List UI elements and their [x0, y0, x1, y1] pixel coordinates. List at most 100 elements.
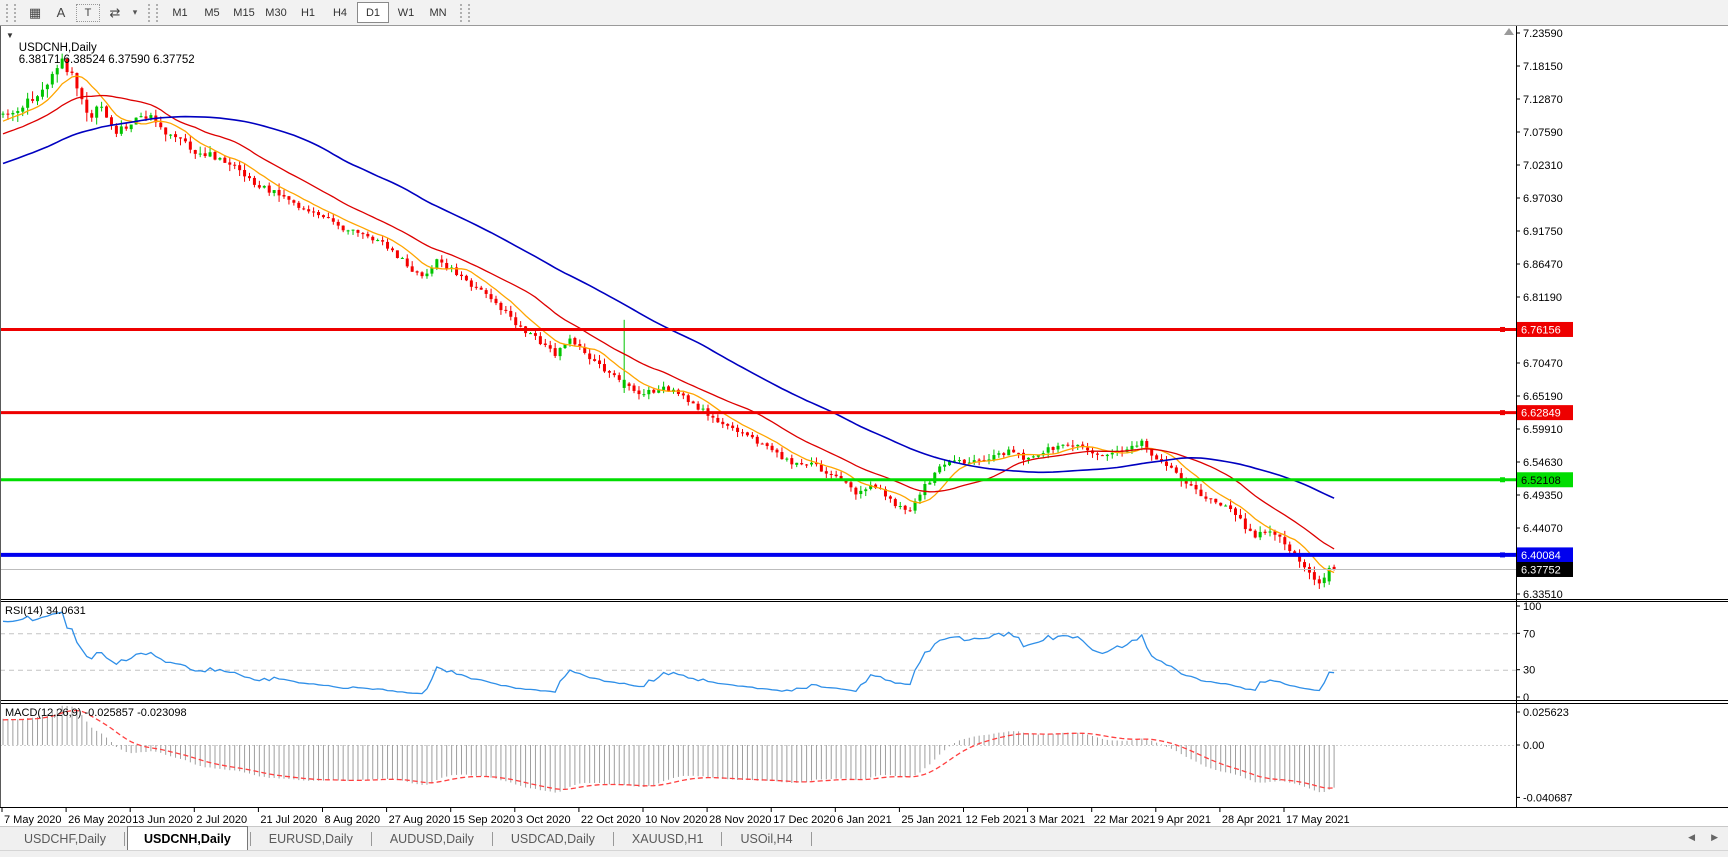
rsi-plot: [0, 611, 1516, 695]
templates-grid-icon[interactable]: ▦: [28, 4, 42, 20]
hline-handle: [1500, 477, 1505, 483]
cursor-arrows-icon[interactable]: ⇄: [109, 4, 121, 20]
price-tick-label: 6.70470: [1523, 358, 1563, 370]
hline-handle: [1500, 326, 1505, 332]
price-tick-label: 7.18150: [1523, 61, 1563, 73]
toolbar-grip[interactable]: [6, 3, 16, 22]
hline-6.62849-chip-label: 6.62849: [1521, 408, 1561, 420]
tab-list: USDCHF,Daily USDCNH,Daily EURUSD,Daily AUDU…: [8, 826, 814, 851]
tab-usdcad[interactable]: USDCAD,Daily: [510, 831, 595, 846]
chart-canvas[interactable]: 7.23590 7.18150 7.12870 7.07590 7.02310 6.970…: [0, 26, 1728, 826]
rsi-axis-label: 70: [1523, 628, 1535, 640]
toolbar-timeframes: M1 M5 M15 M30 H1 H4 D1 W1 MN: [164, 2, 454, 23]
ma-fast-line: [2, 75, 1335, 574]
timeframe-m15[interactable]: M15: [233, 6, 255, 19]
price-tick-label: 6.49350: [1523, 490, 1563, 502]
rsi-axis-label: 0: [1523, 692, 1529, 704]
hline-6.76156-chip: [1517, 321, 1573, 337]
date-tick-label: 17 May 2021: [1286, 814, 1350, 826]
hline-6.76156-chip-label: 6.76156: [1521, 324, 1561, 336]
ma-slow-line: [2, 115, 1335, 499]
chart-tab-bar: USDCHF,Daily USDCNH,Daily EURUSD,Daily AUDU…: [0, 826, 1728, 851]
hline-6.40084-chip: [1517, 547, 1573, 563]
price-tick-label: 6.33510: [1523, 589, 1563, 601]
timeframe-w1[interactable]: W1: [397, 6, 415, 19]
tab-separator: [123, 831, 125, 846]
moving-averages: [2, 75, 1335, 574]
rsi-axis-label: 30: [1523, 665, 1535, 677]
chart-shift-marker-icon[interactable]: [1504, 28, 1514, 35]
date-tick-label: 7 May 2020: [4, 814, 61, 826]
macd-histogram: [0, 705, 1516, 793]
tab-separator: [249, 831, 251, 846]
rsi-axis-label: 100: [1523, 601, 1541, 613]
price-tick-label: 7.12870: [1523, 94, 1563, 106]
date-tick-label: 9 Apr 2021: [1158, 814, 1211, 826]
tab-eurusd[interactable]: EURUSD,Daily: [268, 831, 353, 846]
price-tick-label: 6.81190: [1523, 292, 1562, 304]
hline-6.52108-chip-label: 6.52108: [1521, 475, 1561, 487]
date-tick-label: 12 Feb 2021: [966, 814, 1028, 826]
hline-handle: [1500, 552, 1505, 558]
price-tick-label: 6.54630: [1523, 457, 1563, 469]
date-tick-label: 26 May 2020: [68, 814, 132, 826]
date-tick-label: 25 Jan 2021: [901, 814, 962, 826]
macd-axis-label: 0.025623: [1523, 707, 1569, 719]
hline-6.62849-chip: [1517, 405, 1573, 421]
text-label-icon[interactable]: A: [56, 5, 66, 20]
hline-6.40084-chip-label: 6.40084: [1521, 550, 1561, 562]
timeframe-m30[interactable]: M30: [265, 6, 287, 19]
chart-svg[interactable]: 7.23590 7.18150 7.12870 7.07590 7.02310 6.970…: [0, 26, 1728, 826]
tab-scroll-right-icon[interactable]: ▶: [1711, 832, 1718, 842]
timeframe-mn[interactable]: MN: [429, 6, 447, 19]
tab-audusd[interactable]: AUDUSD,Daily: [389, 831, 474, 846]
timeframe-m5[interactable]: M5: [204, 6, 220, 19]
price-tick-label: 6.97030: [1523, 193, 1563, 205]
tab-separator: [721, 831, 723, 846]
timeframe-h4[interactable]: H4: [332, 6, 348, 19]
rsi-line: [2, 611, 1335, 695]
candlesticks: [1, 53, 1336, 589]
date-tick-label: 17 Dec 2020: [773, 814, 835, 826]
price-tick-label: 7.02310: [1523, 160, 1563, 172]
tab-scroll-left-icon[interactable]: ◀: [1688, 832, 1696, 842]
tab-usoil[interactable]: USOil,H4: [740, 831, 793, 846]
toolbar-separator: [148, 3, 158, 22]
tab-xauusd[interactable]: XAUUSD,H1: [631, 831, 704, 846]
macd-signal-line: [2, 709, 1335, 791]
dropdown-caret-icon[interactable]: ▾: [132, 7, 138, 17]
date-tick-label: 3 Oct 2020: [517, 814, 571, 826]
hline-6.52108-chip: [1517, 472, 1573, 488]
date-tick-label: 27 Aug 2020: [389, 814, 451, 826]
text-box-icon[interactable]: T: [76, 3, 100, 22]
toolbar: ▦ A T ⇄ ▾ M1 M5 M15 M30 H1 H4 D1 W1 MN: [0, 0, 1728, 26]
hline-handle: [1500, 410, 1505, 416]
macd-axis-label: -0.040687: [1523, 792, 1573, 804]
price-tick-label: 7.23590: [1523, 28, 1563, 40]
toolbar-separator-2: [460, 3, 470, 22]
date-tick-label: 28 Apr 2021: [1222, 814, 1281, 826]
price-tick-label: 6.65190: [1523, 391, 1563, 403]
bid-chip: [1517, 561, 1573, 577]
date-tick-label: 3 Mar 2021: [1030, 814, 1086, 826]
date-tick-label: 22 Oct 2020: [581, 814, 641, 826]
price-tick-label: 6.86470: [1523, 259, 1563, 271]
price-tick-label: 6.59910: [1523, 424, 1563, 436]
tab-separator: [491, 831, 493, 846]
tab-separator: [612, 831, 614, 846]
date-tick-label: 6 Jan 2021: [837, 814, 891, 826]
timeframe-d1[interactable]: D1: [357, 2, 389, 23]
tab-separator: [370, 831, 372, 846]
date-tick-label: 21 Jul 2020: [260, 814, 317, 826]
date-tick-label: 8 Aug 2020: [325, 814, 381, 826]
timeframe-m1[interactable]: M1: [172, 6, 188, 19]
price-tick-label: 7.07590: [1523, 127, 1563, 139]
tab-usdchf[interactable]: USDCHF,Daily: [24, 831, 106, 846]
timeframe-h1[interactable]: H1: [300, 6, 316, 19]
bid-chip-label: 6.37752: [1521, 564, 1561, 576]
date-tick-label: 13 Jun 2020: [132, 814, 193, 826]
tab-usdcnh[interactable]: USDCNH,Daily: [126, 826, 248, 851]
date-tick-label: 22 Mar 2021: [1094, 814, 1156, 826]
date-tick-label: 10 Nov 2020: [645, 814, 707, 826]
price-tick-label: 6.44070: [1523, 523, 1563, 535]
